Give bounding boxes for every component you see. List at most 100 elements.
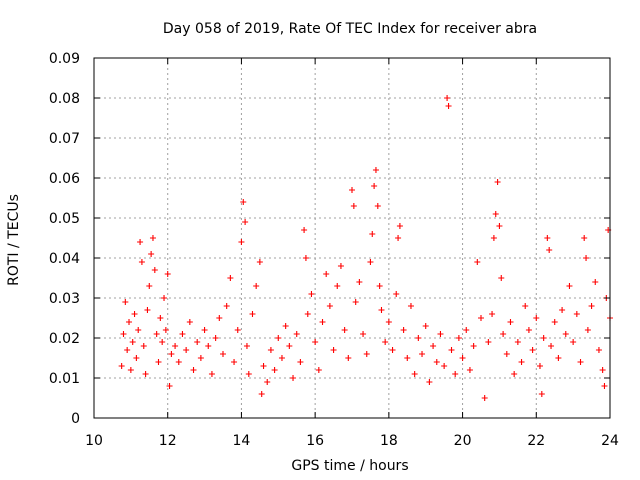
data-point	[498, 275, 505, 281]
data-point	[445, 103, 452, 109]
data-point	[131, 311, 138, 317]
data-point	[183, 347, 190, 353]
data-point	[238, 239, 245, 245]
data-point	[437, 331, 444, 337]
data-point	[157, 315, 164, 321]
data-point	[334, 283, 341, 289]
data-point	[478, 315, 484, 321]
y-tick-label: 0.03	[49, 291, 80, 307]
data-point	[463, 327, 470, 333]
data-point	[367, 259, 374, 265]
data-point	[400, 327, 407, 333]
y-tick-label: 0.02	[49, 331, 80, 347]
x-axis-label: GPS time / hours	[291, 458, 408, 474]
data-point	[577, 359, 584, 365]
data-point	[159, 339, 166, 345]
y-tick-label: 0.06	[49, 171, 80, 187]
x-tick-label: 12	[159, 433, 177, 449]
data-point	[297, 359, 304, 365]
data-point	[220, 351, 226, 357]
data-point	[137, 239, 144, 245]
data-point	[304, 311, 311, 317]
data-point	[382, 339, 389, 345]
data-point	[455, 335, 462, 341]
data-point	[201, 327, 208, 333]
data-point	[302, 255, 309, 261]
data-point	[138, 259, 145, 265]
data-point	[122, 299, 129, 305]
data-point	[396, 223, 403, 229]
x-tick-label: 24	[601, 433, 619, 449]
data-point	[393, 291, 400, 297]
data-point	[518, 359, 525, 365]
data-point	[474, 259, 481, 265]
data-point	[146, 283, 153, 289]
data-point	[573, 311, 580, 317]
data-point	[481, 395, 488, 401]
data-point	[489, 311, 496, 317]
grid-lines	[94, 58, 610, 418]
data-point	[341, 327, 348, 333]
data-point	[466, 367, 473, 373]
data-point	[161, 295, 168, 301]
x-tick-labels: 10 12 14 16 18 20 22 24	[85, 433, 619, 449]
data-point	[371, 183, 378, 189]
data-point	[227, 275, 234, 281]
data-point	[444, 95, 451, 101]
data-point	[242, 219, 249, 225]
data-point	[538, 391, 545, 397]
data-point	[562, 331, 569, 337]
y-tick-label: 0.04	[49, 251, 80, 267]
data-point	[282, 323, 289, 329]
data-point	[323, 271, 330, 277]
data-point	[430, 343, 437, 349]
data-point	[470, 343, 477, 349]
data-point	[551, 319, 558, 325]
data-point	[363, 351, 370, 357]
data-point	[426, 379, 433, 385]
data-point	[290, 375, 297, 381]
y-tick-labels: 0 0.01 0.02 0.03 0.04 0.05 0.06 0.07 0.08 0.09	[49, 51, 80, 427]
data-point	[433, 359, 440, 365]
data-point	[118, 363, 125, 369]
data-point	[507, 319, 514, 325]
data-point	[529, 347, 536, 353]
data-point	[126, 319, 133, 325]
x-tick-label: 10	[85, 433, 103, 449]
data-point	[140, 343, 147, 349]
data-point	[533, 315, 540, 321]
data-point	[164, 271, 171, 277]
data-point	[352, 299, 359, 305]
data-point	[144, 307, 151, 313]
data-point	[190, 367, 197, 373]
data-point	[127, 367, 134, 373]
data-point	[249, 311, 256, 317]
data-point	[162, 327, 169, 333]
data-point	[441, 363, 448, 369]
data-point	[500, 331, 507, 337]
data-point	[124, 347, 131, 353]
chart-title: Day 058 of 2019, Rate Of TEC Index for r…	[163, 21, 537, 37]
data-point	[148, 251, 155, 257]
data-point	[395, 235, 402, 241]
data-point	[234, 327, 241, 333]
data-point	[448, 347, 455, 353]
data-point	[267, 347, 274, 353]
data-point	[240, 199, 247, 205]
data-point	[155, 359, 162, 365]
data-point	[536, 363, 543, 369]
data-point	[452, 371, 459, 377]
data-point	[356, 279, 363, 285]
data-point	[326, 303, 333, 309]
data-point	[583, 255, 590, 261]
data-point	[546, 247, 553, 253]
data-point	[411, 371, 418, 377]
data-point	[496, 223, 503, 229]
y-tick-label: 0.07	[49, 131, 80, 147]
data-point	[245, 371, 252, 377]
data-point	[172, 343, 179, 349]
data-point	[301, 227, 308, 233]
data-point	[559, 307, 566, 313]
data-point	[345, 355, 352, 361]
